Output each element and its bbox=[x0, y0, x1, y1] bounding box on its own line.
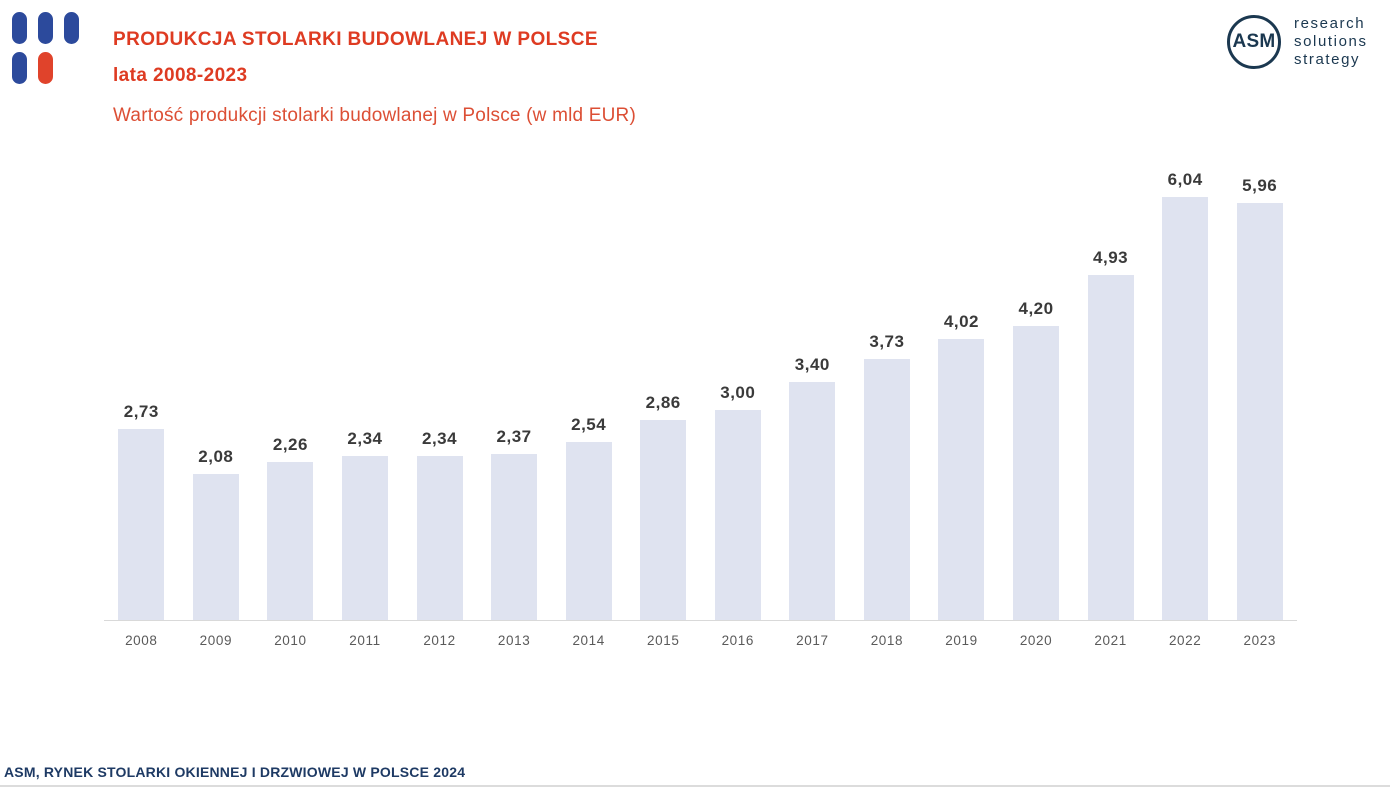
bar bbox=[1162, 197, 1209, 620]
bar bbox=[341, 456, 388, 620]
chart-title: Wartość produkcji stolarki budowlanej w … bbox=[113, 105, 637, 126]
brand-pills-row-bottom bbox=[12, 52, 79, 84]
bar-value-label: 4,93 bbox=[1093, 248, 1129, 267]
bar-group: 4,93 bbox=[1073, 248, 1148, 620]
bar-value-label: 2,54 bbox=[571, 415, 607, 434]
bar-group: 2,54 bbox=[551, 415, 626, 620]
bar bbox=[416, 456, 463, 620]
bar bbox=[1236, 203, 1283, 620]
x-axis-tick-label: 2023 bbox=[1243, 633, 1276, 648]
bar-group: 4,02 bbox=[924, 312, 999, 620]
x-axis-tick-label: 2014 bbox=[572, 633, 605, 648]
footer-divider bbox=[0, 785, 1390, 787]
bar-value-label: 2,08 bbox=[198, 447, 234, 466]
pill-icon bbox=[38, 12, 53, 44]
x-axis-tick-label: 2010 bbox=[274, 633, 307, 648]
pill-icon bbox=[12, 52, 27, 84]
bar-value-label: 2,37 bbox=[496, 427, 532, 446]
x-axis-tick-label: 2020 bbox=[1019, 633, 1053, 648]
asm-tagline-line: research bbox=[1294, 15, 1366, 32]
x-axis-tick-label: 2018 bbox=[870, 633, 904, 648]
bar-value-label: 5,96 bbox=[1242, 176, 1278, 195]
page-title: PRODUKCJA STOLARKI BUDOWLANEJ W POLSCE l… bbox=[113, 22, 598, 94]
asm-circle-logo: ASM bbox=[1227, 15, 1281, 69]
x-axis-tick-label: 2011 bbox=[349, 633, 381, 648]
bar-chart: 2,73 2,08 2,26 2,34 2,34 2,37 2,54 2,86 3,00 3,40… bbox=[104, 155, 1297, 675]
bar-value-label: 3,40 bbox=[794, 355, 830, 374]
x-axis-tick-label: 2009 bbox=[199, 633, 233, 648]
x-axis-tick-label: 2017 bbox=[796, 633, 829, 648]
bar-value-label: 2,34 bbox=[421, 429, 458, 448]
page-title-line1: PRODUKCJA STOLARKI BUDOWLANEJ W POLSCE bbox=[113, 29, 598, 50]
x-axis-tick-label: 2012 bbox=[423, 633, 456, 648]
bar bbox=[1013, 326, 1060, 620]
bar-group: 4,20 bbox=[999, 299, 1074, 620]
brand-pills-row-top bbox=[12, 12, 79, 44]
bar-value-label: 3,73 bbox=[869, 332, 905, 351]
bar bbox=[1087, 275, 1134, 620]
bar-group: 3,40 bbox=[775, 355, 850, 620]
bar bbox=[863, 359, 910, 620]
bar-group: 2,08 bbox=[179, 447, 254, 620]
bar-value-label: 6,04 bbox=[1167, 170, 1203, 189]
asm-tagline: research solutions strategy bbox=[1294, 15, 1368, 69]
x-axis-tick-label: 2022 bbox=[1168, 633, 1202, 648]
x-axis-tick-label: 2021 bbox=[1094, 633, 1127, 648]
bar-value-label: 2,73 bbox=[123, 402, 159, 421]
bar-group: 3,00 bbox=[701, 383, 776, 620]
bar-value-label: 2,34 bbox=[347, 429, 383, 448]
bar-group: 5,96 bbox=[1222, 176, 1297, 620]
bar bbox=[640, 420, 687, 620]
bar bbox=[938, 339, 985, 620]
bars-row: 2,73 2,08 2,26 2,34 2,34 2,37 2,54 2,86 3,00 3,40… bbox=[104, 155, 1297, 621]
x-axis-tick-label: 2019 bbox=[945, 633, 978, 648]
asm-tagline-line: strategy bbox=[1294, 51, 1361, 68]
x-axis-tick-label: 2015 bbox=[647, 633, 680, 648]
asm-logo: ASM research solutions strategy bbox=[1227, 15, 1368, 69]
bar-group: 2,86 bbox=[626, 393, 701, 620]
brand-pills-logo bbox=[12, 12, 79, 84]
bar-value-label: 4,02 bbox=[943, 312, 980, 331]
pill-icon bbox=[64, 12, 79, 44]
x-axis-tick-label: 2008 bbox=[125, 633, 158, 648]
bar-value-label: 2,26 bbox=[272, 435, 308, 454]
bar-group: 2,34 bbox=[402, 429, 477, 620]
bar bbox=[267, 462, 314, 620]
bar-value-label: 2,86 bbox=[645, 393, 681, 412]
x-axis-tick-label: 2013 bbox=[497, 633, 531, 648]
bar-value-label: 3,00 bbox=[720, 383, 756, 402]
x-axis-tick-label: 2016 bbox=[721, 633, 754, 648]
pill-icon bbox=[12, 12, 27, 44]
bar-group: 2,34 bbox=[328, 429, 403, 620]
bar-group: 2,73 bbox=[104, 402, 179, 620]
bar bbox=[491, 454, 538, 620]
bar bbox=[714, 410, 761, 620]
bar-group: 2,37 bbox=[477, 427, 552, 620]
x-axis-labels: 2008 2009 2010 2011 2012 2013 2014 2015 2016 2017… bbox=[104, 633, 1297, 648]
bar bbox=[565, 442, 612, 620]
bar-group: 2,26 bbox=[253, 435, 328, 620]
pill-icon bbox=[38, 52, 53, 84]
bar bbox=[789, 382, 836, 620]
source-note: ASM, RYNEK STOLARKI OKIENNEJ I DRZWIOWEJ… bbox=[4, 764, 466, 780]
bar-group: 6,04 bbox=[1148, 170, 1223, 620]
page-title-line2: lata 2008-2023 bbox=[113, 65, 248, 86]
bar-group: 3,73 bbox=[850, 332, 925, 620]
bar-value-label: 4,20 bbox=[1018, 299, 1054, 318]
asm-tagline-line: solutions bbox=[1294, 33, 1368, 50]
bar bbox=[118, 429, 165, 620]
bar bbox=[192, 474, 239, 620]
